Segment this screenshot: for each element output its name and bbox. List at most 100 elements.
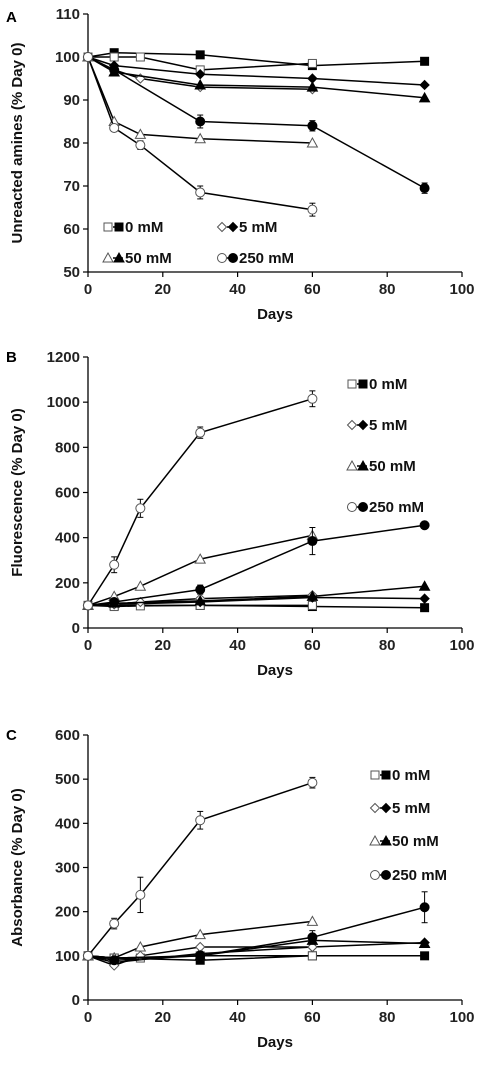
- legend-item: 5 mM: [216, 219, 277, 236]
- y-axis-label: Unreacted amines (% Day 0): [9, 43, 26, 244]
- legend-label: 0 mM: [369, 376, 407, 393]
- legend-item: 50 mM: [102, 250, 172, 267]
- data-point: [307, 932, 318, 943]
- x-tick-label: 40: [229, 637, 246, 654]
- x-tick-label: 80: [379, 281, 396, 298]
- x-axis-label: Days: [257, 1034, 293, 1051]
- data-point: [195, 50, 205, 60]
- legend-item: 0 mM: [370, 767, 430, 784]
- y-tick-label: 500: [55, 771, 80, 788]
- data-point: [195, 815, 206, 826]
- legend-marker-filled: [358, 502, 368, 512]
- legend-item: 5 mM: [369, 800, 430, 817]
- data-point: [420, 951, 430, 961]
- y-tick-label: 800: [55, 439, 80, 456]
- panel-label: C: [6, 727, 17, 744]
- y-tick-label: 100: [55, 49, 80, 66]
- y-tick-label: 300: [55, 860, 80, 877]
- x-tick-label: 0: [84, 637, 92, 654]
- data-point: [134, 128, 147, 139]
- data-point: [135, 889, 146, 900]
- y-tick-label: 400: [55, 530, 80, 547]
- legend-marker-filled: [357, 459, 369, 471]
- data-point: [420, 603, 430, 613]
- legend-marker-open: [216, 221, 228, 233]
- data-point: [307, 777, 318, 788]
- legend-label: 0 mM: [392, 767, 430, 784]
- data-point: [306, 915, 319, 926]
- legend-item: 0 mM: [347, 376, 407, 393]
- x-tick-label: 100: [449, 281, 474, 298]
- legend-marker-open: [369, 834, 381, 846]
- legend-marker-filled: [381, 770, 391, 780]
- legend-marker-open: [370, 770, 380, 780]
- data-point: [109, 597, 120, 608]
- data-point: [307, 120, 318, 131]
- legend-marker-open: [347, 379, 357, 389]
- data-point: [419, 79, 430, 91]
- data-point: [194, 553, 207, 564]
- x-axis-label: Days: [257, 306, 293, 323]
- legend-item: 250 mM: [217, 250, 294, 267]
- chart-panel-C: C 0 100 200 300 400 500 600 0 20 40 60 80 100 Days Abso…: [6, 727, 475, 1051]
- legend-item: 5 mM: [346, 417, 407, 434]
- y-tick-label: 90: [63, 92, 80, 109]
- data-point: [194, 132, 207, 144]
- legend-marker-filled: [114, 222, 124, 232]
- data-point: [306, 81, 319, 92]
- x-axis-label: Days: [257, 662, 293, 679]
- data-point: [195, 427, 206, 438]
- x-tick-label: 60: [304, 1009, 321, 1026]
- legend-marker-filled: [228, 253, 238, 263]
- x-tick-label: 20: [154, 281, 171, 298]
- data-point: [109, 122, 120, 133]
- y-tick-label: 200: [55, 575, 80, 592]
- data-point: [109, 559, 120, 570]
- data-point: [83, 600, 93, 611]
- y-tick-label: 0: [72, 992, 80, 1009]
- x-tick-label: 100: [449, 637, 474, 654]
- legend: 0 mM 5 mM 50 mM 250 mM: [346, 376, 424, 516]
- data-point: [194, 928, 207, 940]
- data-point: [419, 520, 430, 531]
- x-tick-label: 80: [379, 637, 396, 654]
- legend: 0 mM 5 mM 50 mM 250 mM: [102, 219, 294, 267]
- chart-panel-A: A 50 60 70 80 90 100 110 0 20 40 60 80 100 Days Unreact…: [6, 6, 475, 323]
- legend-label: 5 mM: [369, 417, 407, 434]
- legend-marker-filled: [227, 221, 239, 233]
- legend-label: 0 mM: [125, 219, 163, 236]
- data-point: [194, 594, 207, 606]
- data-point: [195, 584, 206, 595]
- data-point: [306, 590, 319, 601]
- data-point: [195, 187, 206, 198]
- x-tick-label: 100: [449, 1009, 474, 1026]
- legend-marker-filled: [380, 834, 392, 846]
- series-250-mM-filled: [83, 891, 430, 966]
- legend-label: 250 mM: [369, 499, 424, 516]
- y-tick-label: 600: [55, 485, 80, 502]
- y-tick-label: 50: [63, 264, 80, 281]
- y-tick-label: 1000: [47, 394, 80, 411]
- series-250-mM-open: [83, 390, 318, 611]
- data-point: [307, 204, 318, 215]
- data-point: [307, 536, 318, 547]
- legend-marker-open: [346, 419, 358, 431]
- data-point: [419, 902, 430, 913]
- data-point: [418, 91, 431, 103]
- legend-label: 50 mM: [392, 833, 439, 850]
- x-tick-label: 0: [84, 1009, 92, 1026]
- legend-marker-open: [103, 222, 113, 232]
- data-point: [194, 78, 207, 90]
- y-tick-label: 100: [55, 948, 80, 965]
- legend-label: 250 mM: [392, 867, 447, 884]
- data-point: [419, 183, 430, 194]
- panel-label: A: [6, 9, 17, 26]
- legend-marker-filled: [113, 251, 125, 263]
- series-5-mM-filled: [82, 51, 430, 91]
- x-tick-label: 60: [304, 637, 321, 654]
- data-point: [195, 116, 206, 127]
- data-point: [418, 580, 431, 591]
- x-tick-label: 40: [229, 281, 246, 298]
- legend: 0 mM 5 mM 50 mM 250 mM: [369, 767, 447, 884]
- legend-item: 50 mM: [369, 833, 439, 850]
